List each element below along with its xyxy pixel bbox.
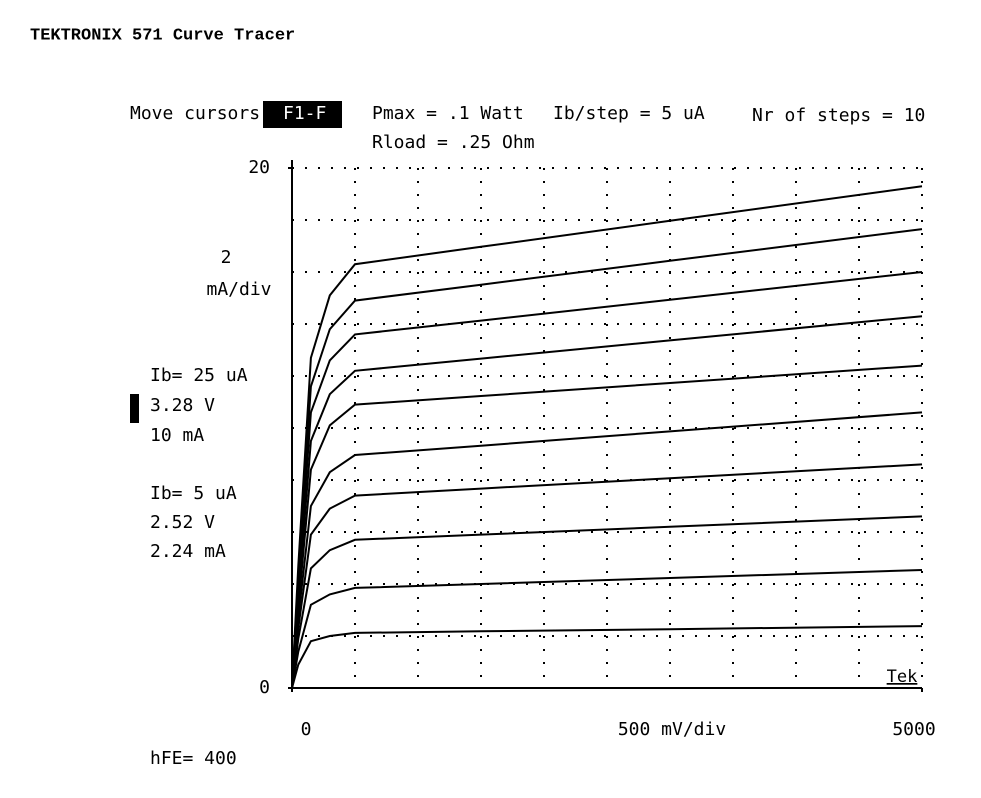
x-tick-label: 5000 <box>892 719 935 740</box>
cursor-readout: 3.28 V <box>150 395 215 416</box>
load: Rload = .25 Ohm <box>372 132 535 153</box>
cursor-prompt: Move cursors <box>130 103 260 124</box>
cursor-readout: 10 mA <box>150 425 204 446</box>
cursor-marker <box>130 394 139 423</box>
cursor-readout: Ib= 5 uA <box>150 483 237 504</box>
cursor-readout: 2.52 V <box>150 512 215 533</box>
y-scale: 2 <box>221 247 232 268</box>
cursor-key: F1-F <box>283 103 326 124</box>
cursor-readout: 2.24 mA <box>150 541 226 562</box>
y-tick-label: 20 <box>248 157 270 178</box>
curve <box>291 625 923 689</box>
curve <box>291 185 923 689</box>
y-scale: mA/div <box>206 279 271 300</box>
curve <box>291 569 923 689</box>
x-tick-label: 0 <box>301 719 312 740</box>
cursor-readout: Ib= 25 uA <box>150 365 248 386</box>
curve <box>291 228 923 689</box>
gain: hFE= 400 <box>150 748 237 769</box>
title: TEKTRONIX 571 Curve Tracer <box>30 26 295 45</box>
curve <box>291 364 923 689</box>
key-box <box>263 101 342 128</box>
setting: Ib/step = 5 uA <box>553 103 705 124</box>
curve <box>291 515 923 689</box>
x-scale: 500 mV/div <box>618 719 726 740</box>
brand: Tek <box>887 667 918 687</box>
y-tick-label: 0 <box>259 677 270 698</box>
setting: Nr of steps = 10 <box>752 105 925 126</box>
curve <box>291 463 923 689</box>
setting: Pmax = .1 Watt <box>372 103 524 124</box>
curve <box>291 411 923 689</box>
